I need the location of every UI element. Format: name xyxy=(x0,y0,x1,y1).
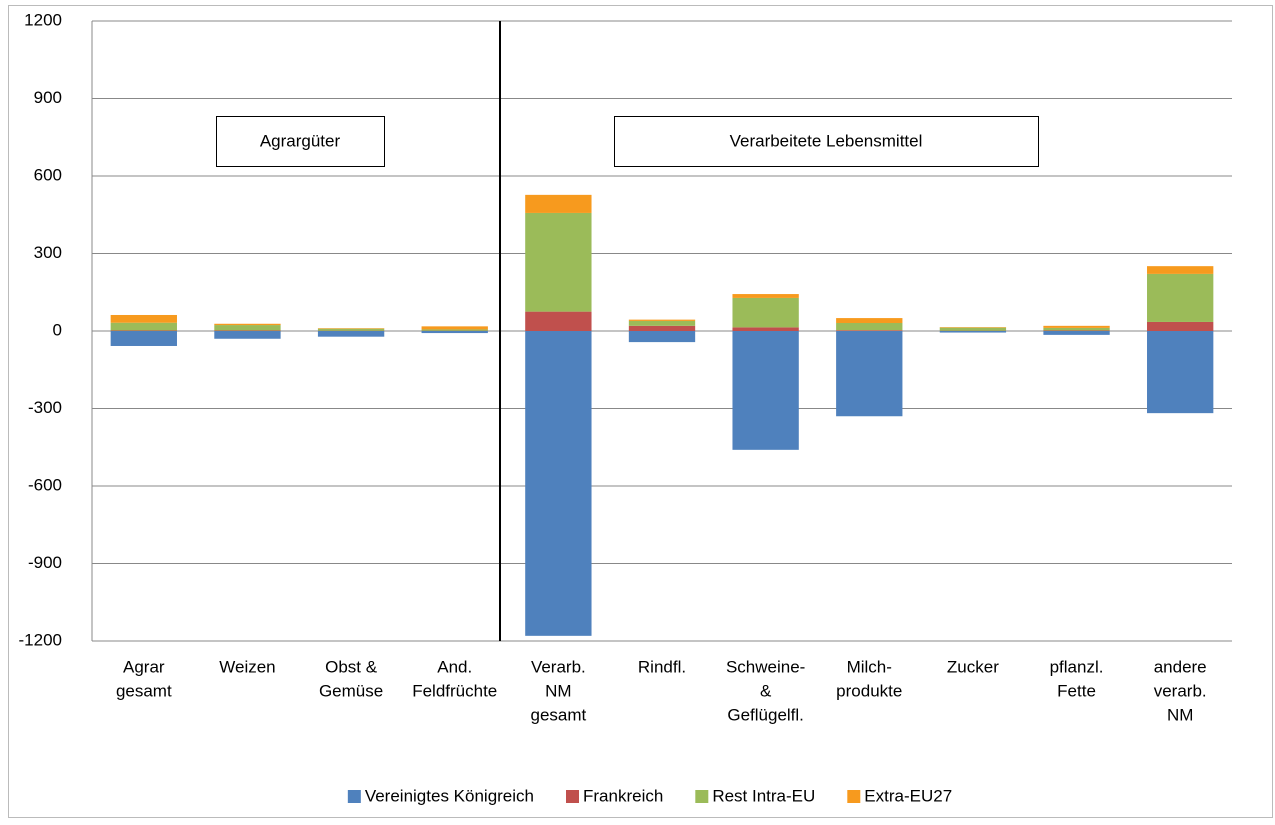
bar xyxy=(1147,266,1213,274)
bar xyxy=(940,327,1006,328)
x-tick-label: pflanzl. xyxy=(1050,657,1104,676)
bar xyxy=(525,331,591,636)
x-tick-label: NM xyxy=(1167,705,1193,724)
bar xyxy=(836,318,902,323)
x-tick-label: Agrar xyxy=(123,657,165,676)
legend-swatch xyxy=(566,790,579,803)
x-tick-label: produkte xyxy=(836,681,902,700)
y-tick-label: 900 xyxy=(34,88,62,107)
x-tick-label: Rindfl. xyxy=(638,657,686,676)
y-tick-label: 300 xyxy=(34,243,62,262)
y-tick-label: -1200 xyxy=(19,630,62,649)
x-tick-label: verarb. xyxy=(1154,681,1207,700)
x-tick-label: Obst & xyxy=(325,657,378,676)
bar xyxy=(732,331,798,450)
bar xyxy=(318,329,384,331)
bar xyxy=(1147,274,1213,322)
x-tick-label: Zucker xyxy=(947,657,999,676)
bar xyxy=(732,327,798,331)
bar xyxy=(732,294,798,298)
bar xyxy=(1043,328,1109,331)
x-tick-label: Feldfrüchte xyxy=(412,681,497,700)
x-tick-label: Geflügelfl. xyxy=(727,705,804,724)
x-tick-label: & xyxy=(760,681,772,700)
y-tick-label: -600 xyxy=(28,475,62,494)
legend-swatch xyxy=(695,790,708,803)
annotation: Agrargüter xyxy=(260,131,341,150)
bar xyxy=(111,315,177,323)
x-tick-label: andere xyxy=(1154,657,1207,676)
y-tick-label: 0 xyxy=(53,320,62,339)
legend-label: Vereinigtes Königreich xyxy=(365,786,534,805)
legend-label: Frankreich xyxy=(583,786,663,805)
bar xyxy=(836,331,902,416)
annotation: Verarbeitete Lebensmittel xyxy=(730,131,923,150)
bar xyxy=(629,320,695,321)
x-tick-label: Weizen xyxy=(219,657,275,676)
bar xyxy=(214,324,280,325)
legend-swatch xyxy=(348,790,361,803)
bar xyxy=(1147,322,1213,331)
bar xyxy=(629,331,695,342)
y-tick-label: -900 xyxy=(28,553,62,572)
bar xyxy=(422,331,488,333)
y-tick-label: 600 xyxy=(34,165,62,184)
bar xyxy=(214,325,280,330)
legend-label: Rest Intra-EU xyxy=(712,786,815,805)
x-tick-label: Schweine- xyxy=(726,657,805,676)
bar xyxy=(214,330,280,331)
bar xyxy=(318,331,384,337)
x-tick-label: Fette xyxy=(1057,681,1096,700)
bar xyxy=(525,213,591,312)
y-tick-label: 1200 xyxy=(24,10,62,29)
bar xyxy=(318,328,384,329)
x-tick-label: gesamt xyxy=(116,681,172,700)
bar xyxy=(422,329,488,330)
bar xyxy=(836,330,902,331)
bar xyxy=(629,321,695,326)
bar xyxy=(940,331,1006,333)
x-tick-label: Gemüse xyxy=(319,681,383,700)
bar xyxy=(111,331,177,346)
x-tick-label: Verarb. xyxy=(531,657,586,676)
x-tick-label: Milch- xyxy=(847,657,892,676)
bar xyxy=(111,330,177,331)
bar xyxy=(111,323,177,331)
x-tick-label: And. xyxy=(437,657,472,676)
bar xyxy=(1043,331,1109,335)
bar xyxy=(214,331,280,339)
legend-label: Extra-EU27 xyxy=(864,786,952,805)
bar xyxy=(732,298,798,327)
bar xyxy=(422,326,488,329)
bar xyxy=(1147,331,1213,413)
bar xyxy=(1043,330,1109,331)
bar xyxy=(940,328,1006,331)
legend-swatch xyxy=(847,790,860,803)
x-tick-label: gesamt xyxy=(530,705,586,724)
bar xyxy=(836,323,902,330)
y-tick-label: -300 xyxy=(28,398,62,417)
bar xyxy=(1043,326,1109,328)
bar xyxy=(525,195,591,213)
bar xyxy=(525,312,591,331)
x-tick-label: NM xyxy=(545,681,571,700)
bar xyxy=(629,326,695,331)
